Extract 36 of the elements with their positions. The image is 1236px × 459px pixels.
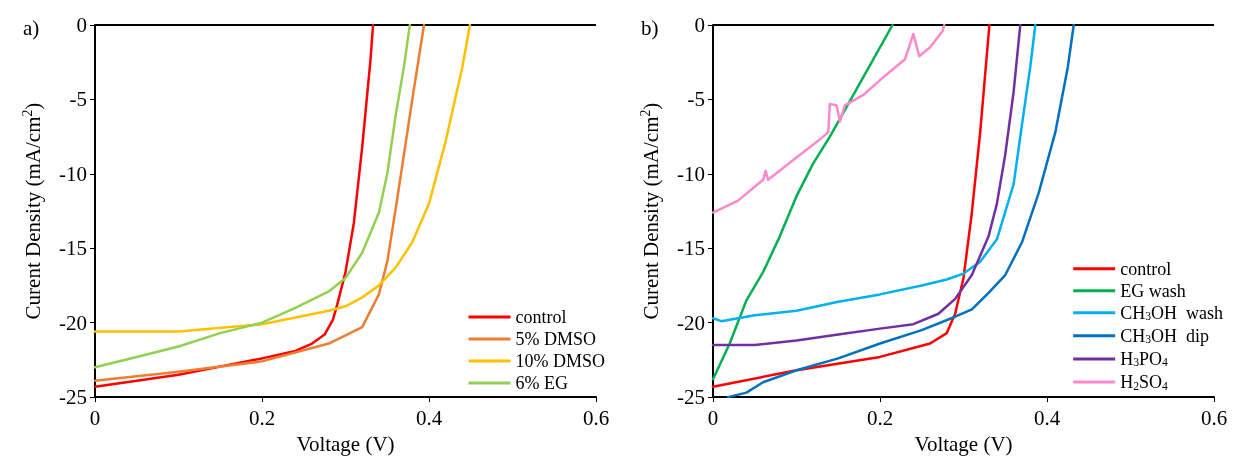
legend-label: 10% DMSO [515,351,606,371]
y-tick-label: -10 [59,161,87,186]
x-tick-label: 0.6 [1200,405,1228,430]
line-series [711,23,991,388]
x-tick-label: 0.2 [248,405,276,430]
y-tick-label: -25 [59,385,87,410]
y-tick-label: -15 [677,236,705,261]
legend-label: control [1120,258,1172,279]
line-series [93,23,472,333]
y-tick-label: 0 [76,13,87,37]
y-axis-title: Curent Density (mA/cm2) [20,102,45,320]
y-tick-label: -15 [59,236,87,261]
chart-title: a) [23,15,40,40]
line-series [726,23,1075,399]
line-series [711,23,894,381]
x-tick-label: 0.4 [415,405,443,430]
y-tick-label: -20 [59,310,87,335]
x-axis-title: Voltage (V) [914,431,1013,456]
x-axis-title: Voltage (V) [296,431,395,456]
x-tick-label: 0.6 [582,405,610,430]
legend-label: control [515,307,567,327]
legend-label: 6% EG [515,373,568,393]
y-tick-label: -10 [677,161,705,186]
legend-label: EG wash [1120,280,1186,301]
y-tick-label: -5 [687,87,705,112]
y-tick-label: 0 [694,13,705,37]
x-tick-label: 0.4 [1033,405,1061,430]
x-tick-label: 0.2 [866,405,894,430]
chart-title: b) [641,15,659,40]
y-tick-label: -5 [69,87,87,112]
y-tick-label: -25 [677,385,705,410]
y-axis-title: Curent Density (mA/cm2) [638,102,663,320]
legend-label: 5% DMSO [515,329,597,349]
line-series [93,23,375,388]
line-series [711,23,946,214]
y-tick-label: -20 [677,310,705,335]
